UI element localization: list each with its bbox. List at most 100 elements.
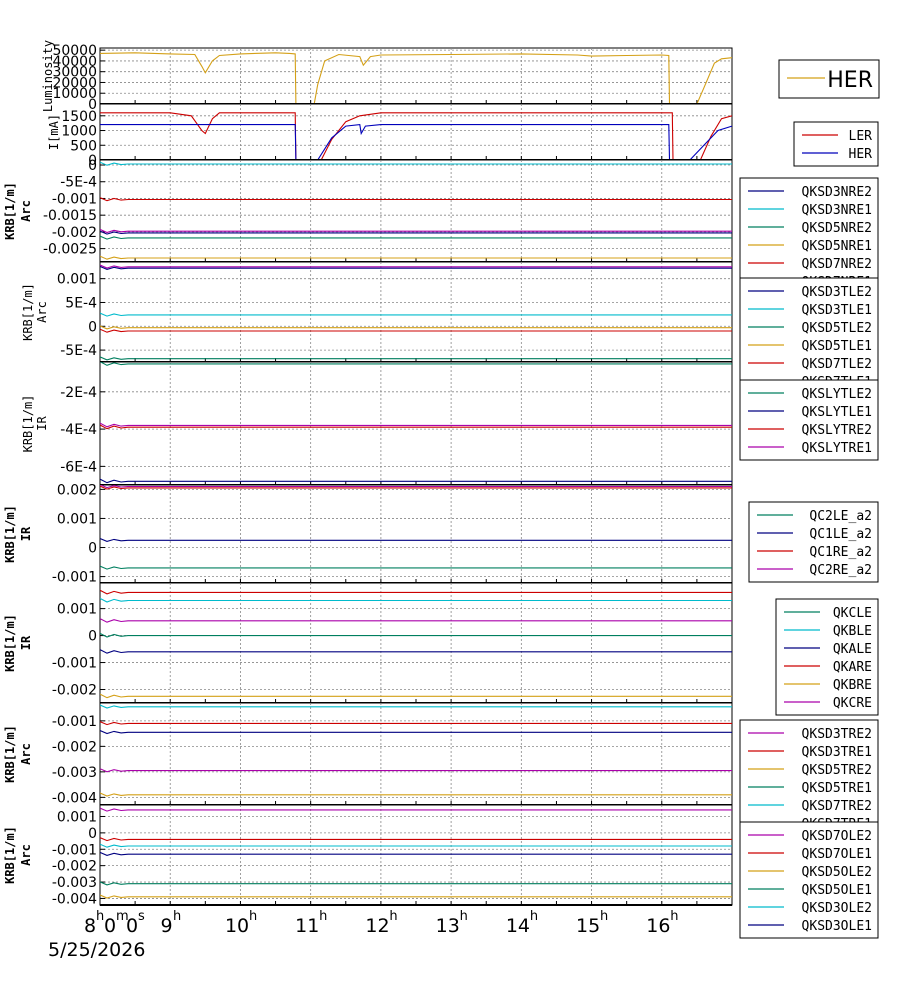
y-axis-label: KRB[1/m] (3, 614, 17, 672)
series-line-QKSD3TRE2 (100, 768, 732, 773)
series-group (100, 264, 732, 361)
legend-label: QKBRE (833, 678, 872, 693)
x-tick-tail: 0 (104, 915, 116, 937)
y-tick-label: 0 (88, 541, 97, 557)
y-axis-sublabel: Arc (19, 743, 33, 765)
y-axis-sublabel: IR (19, 635, 33, 650)
legend-label: QKSD3TRE2 (802, 727, 872, 742)
series-line-LER (100, 112, 732, 160)
series-line-QKCRE (100, 618, 732, 623)
y-axis-label: I[mA] (47, 114, 61, 150)
x-tick-sup: h (670, 909, 678, 924)
legend-label: QKCLE (833, 606, 872, 621)
legend-box (778, 59, 880, 99)
legend-label: QKSD3OLE1 (802, 919, 872, 934)
series-line-QKSD7TRE2 (100, 704, 732, 709)
panel-frame (99, 484, 733, 584)
legend-label: QKSD5TRE2 (802, 763, 872, 778)
series-line-QKSD3TRE1 (100, 721, 732, 726)
y-tick-label: 0.001 (57, 602, 97, 618)
series-group (100, 807, 732, 899)
y-tick-label: 0.002 (57, 482, 97, 498)
legend-label: QC1RE_a2 (809, 545, 872, 560)
y-tick-label: -4E-4 (60, 422, 97, 438)
panel-frame (99, 702, 733, 806)
series-line-QKSD7TLE2 (100, 328, 732, 333)
y-tick-label: -0.001 (52, 191, 97, 207)
series-group (100, 704, 732, 797)
y-tick-label: -0.003 (52, 765, 97, 781)
series-line-QC2LE_a2 (100, 565, 732, 570)
x-tick-label: 8 h 0 m0 s (84, 909, 145, 937)
series-group (100, 52, 732, 104)
legend-label: QKALE (833, 642, 872, 657)
y-tick-label: 0 (88, 153, 97, 169)
panel-arc1: 0-5E-4-0.001-0.0015-0.002-0.0025 KRB[1/m]… (3, 158, 879, 295)
series-line-QKSD5OLE1 (100, 881, 732, 886)
series-line-QKSD5TLE1 (100, 325, 732, 330)
y-tick-label: -0.001 (52, 842, 97, 858)
y-tick-label: -0.002 (52, 739, 97, 755)
series-line-QKSD5NRE2 (100, 235, 732, 240)
legend-ir2: QC2LE_a2 QC1LE_a2 QC1RE_a2 QC2RE_a2 (748, 501, 879, 583)
legend-ir1: QKSLYTLE2 QKSLYTLE1 QKSLYTRE2 QKSLYTRE1 (739, 379, 879, 461)
x-tick-sup: h (600, 909, 608, 924)
legend-arc4: QKSD7OLE2 QKSD7OLE1 QKSD5OLE2 QKSD5OLE1 QKSD… (739, 821, 879, 939)
legend-label: QKSLYTLE1 (802, 405, 872, 420)
x-tick-sup: h (319, 909, 327, 924)
series-line-QKSD5TRE2 (100, 792, 732, 797)
series-line-QKSD7NRE2 (100, 197, 732, 202)
y-axis-sublabel: IR (19, 526, 33, 541)
y-tick-label: -0.0015 (43, 208, 97, 224)
legend-label: QKSD3TLE2 (802, 285, 872, 300)
y-tick-label: -0.002 (52, 859, 97, 875)
series-line-QKSD3TLE1 (100, 312, 732, 317)
y-tick-label: -5E-4 (60, 343, 97, 359)
series-line-QKBRE (100, 693, 732, 699)
x-tick-sup: h (249, 909, 257, 924)
legend-label: QKSD7OLE1 (802, 847, 872, 862)
x-tick-main: 13 (436, 915, 460, 937)
y-tick-label: 0.001 (57, 511, 97, 527)
series-line-QKSD3OLE1 (100, 851, 732, 856)
y-tick-label: -0.004 (52, 790, 97, 806)
y-tick-label: -0.002 (52, 683, 97, 699)
legend-label: QKSD5OLE1 (802, 883, 872, 898)
series-line-QC1LE_a2 (100, 537, 732, 542)
legend-arc1: QKSD3NRE2 QKSD3NRE1 QKSD5NRE2 QKSD5NRE1 QKSD… (739, 177, 879, 295)
legend-label: QKCRE (833, 696, 872, 711)
x-axis-date: 5/25/2026 (48, 939, 145, 961)
legend-label: QKARE (833, 660, 872, 675)
x-tick-main: 16 (646, 915, 670, 937)
legend-label: QKBLE (833, 624, 872, 639)
y-tick-label: 50000 (52, 43, 97, 59)
x-tick-main: 12 (365, 915, 389, 937)
legend-label: QC1LE_a2 (809, 527, 872, 542)
y-tick-label: 0 (88, 97, 97, 113)
series-line-QKSD7TLE1 (100, 264, 732, 269)
series-line-QKSD7OLE1 (100, 837, 732, 842)
series-line-QKSD3NRE2 (100, 230, 732, 235)
x-tick-sup: h (460, 909, 468, 924)
y-tick-label: 0 (88, 319, 97, 335)
legend-label: QKSD3OLE2 (802, 901, 872, 916)
y-axis-sublabel: Arc (19, 200, 33, 222)
x-tick-sup: h (96, 909, 104, 924)
y-axis-label: Luminosity (41, 40, 55, 112)
legend-label: QKSD5NRE1 (802, 239, 872, 254)
legend-box (739, 277, 879, 395)
legend-label: HER (849, 147, 873, 162)
legend-box (793, 121, 879, 167)
legend-arc2: QKSD3TLE2 QKSD3TLE1 QKSD5TLE2 QKSD5TLE1 QKSD… (739, 277, 879, 395)
series-group (100, 589, 732, 699)
x-tick-main: 11 (295, 915, 319, 937)
legend-label: HER (827, 68, 873, 93)
legend-ir3: QKCLE QKBLE QKALE QKARE QKBRE QKCRE (775, 598, 879, 716)
y-tick-label: 20000 (52, 75, 97, 91)
series-line-QKSLYTLE1 (100, 478, 732, 484)
x-tick-label: 15 h (576, 909, 608, 937)
y-tick-label: -0.002 (52, 225, 97, 241)
